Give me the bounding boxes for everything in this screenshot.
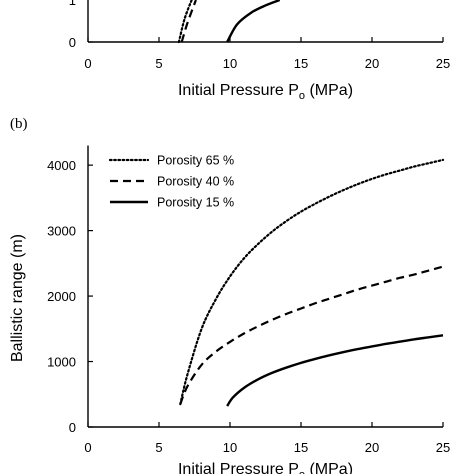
x-axis-title: Initial Pressure Po (MPa): [178, 461, 353, 474]
series-line-porosity-15: [226, 334, 444, 407]
legend-label: Porosity 40 %: [157, 175, 234, 189]
x-tick-label: 0: [84, 56, 91, 71]
y-tick-label: 1000: [47, 355, 76, 370]
x-axis-title: Initial Pressure Po (MPa): [178, 82, 353, 102]
series-line-porosity-65: [179, 158, 445, 406]
y-tick-label: 3000: [47, 224, 76, 239]
x-tick-label: 0: [84, 440, 91, 455]
x-tick-label: 20: [365, 440, 379, 455]
x-axis-title-unit: (MPa): [305, 82, 353, 99]
x-axis-title-main: Initial Pressure P: [178, 461, 299, 474]
series-line-porosity-40: [179, 265, 444, 405]
y-axis-title: Ballistic range (m): [9, 234, 26, 362]
x-axis-title-unit: (MPa): [305, 461, 353, 474]
x-axis-title-subscript: o: [299, 90, 305, 102]
x-tick-label: 25: [436, 56, 450, 71]
x-tick-label: 5: [155, 56, 162, 71]
y-tick-label: 0: [69, 35, 76, 50]
legend: Porosity 65 % Porosity 40 % Porosity 15 %: [108, 154, 234, 210]
x-tick-label: 10: [223, 440, 237, 455]
panel-a-chart: 0 5 10 15 20 25 Initial Pressure Po (MPa) 0 1: [69, 0, 450, 102]
x-tick-label: 15: [294, 56, 308, 71]
y-tick-label: 4000: [47, 158, 76, 173]
legend-label: Porosity 15 %: [157, 196, 234, 210]
series-line-porosity-65: [177, 0, 193, 44]
panel-label: (b): [10, 116, 28, 132]
x-tick-label: 20: [365, 56, 379, 71]
series-line-porosity-15: [226, 0, 281, 43]
panel-b-chart: (b) 0 5 10 15 20 25 Initial Pressure Po (MPa) 0 1…: [9, 116, 450, 474]
y-tick-label-partial: 1: [69, 0, 76, 8]
x-axis-title-subscript: o: [299, 469, 305, 474]
x-tick-label: 25: [436, 440, 450, 455]
x-tick-label: 5: [155, 440, 162, 455]
series-line-porosity-40: [180, 0, 197, 43]
x-tick-label: 10: [223, 56, 237, 71]
x-axis-title-main: Initial Pressure P: [178, 82, 299, 99]
x-tick-label: 15: [294, 440, 308, 455]
y-tick-label: 2000: [47, 289, 76, 304]
y-tick-label: 0: [69, 420, 76, 435]
legend-label: Porosity 65 %: [157, 154, 234, 168]
